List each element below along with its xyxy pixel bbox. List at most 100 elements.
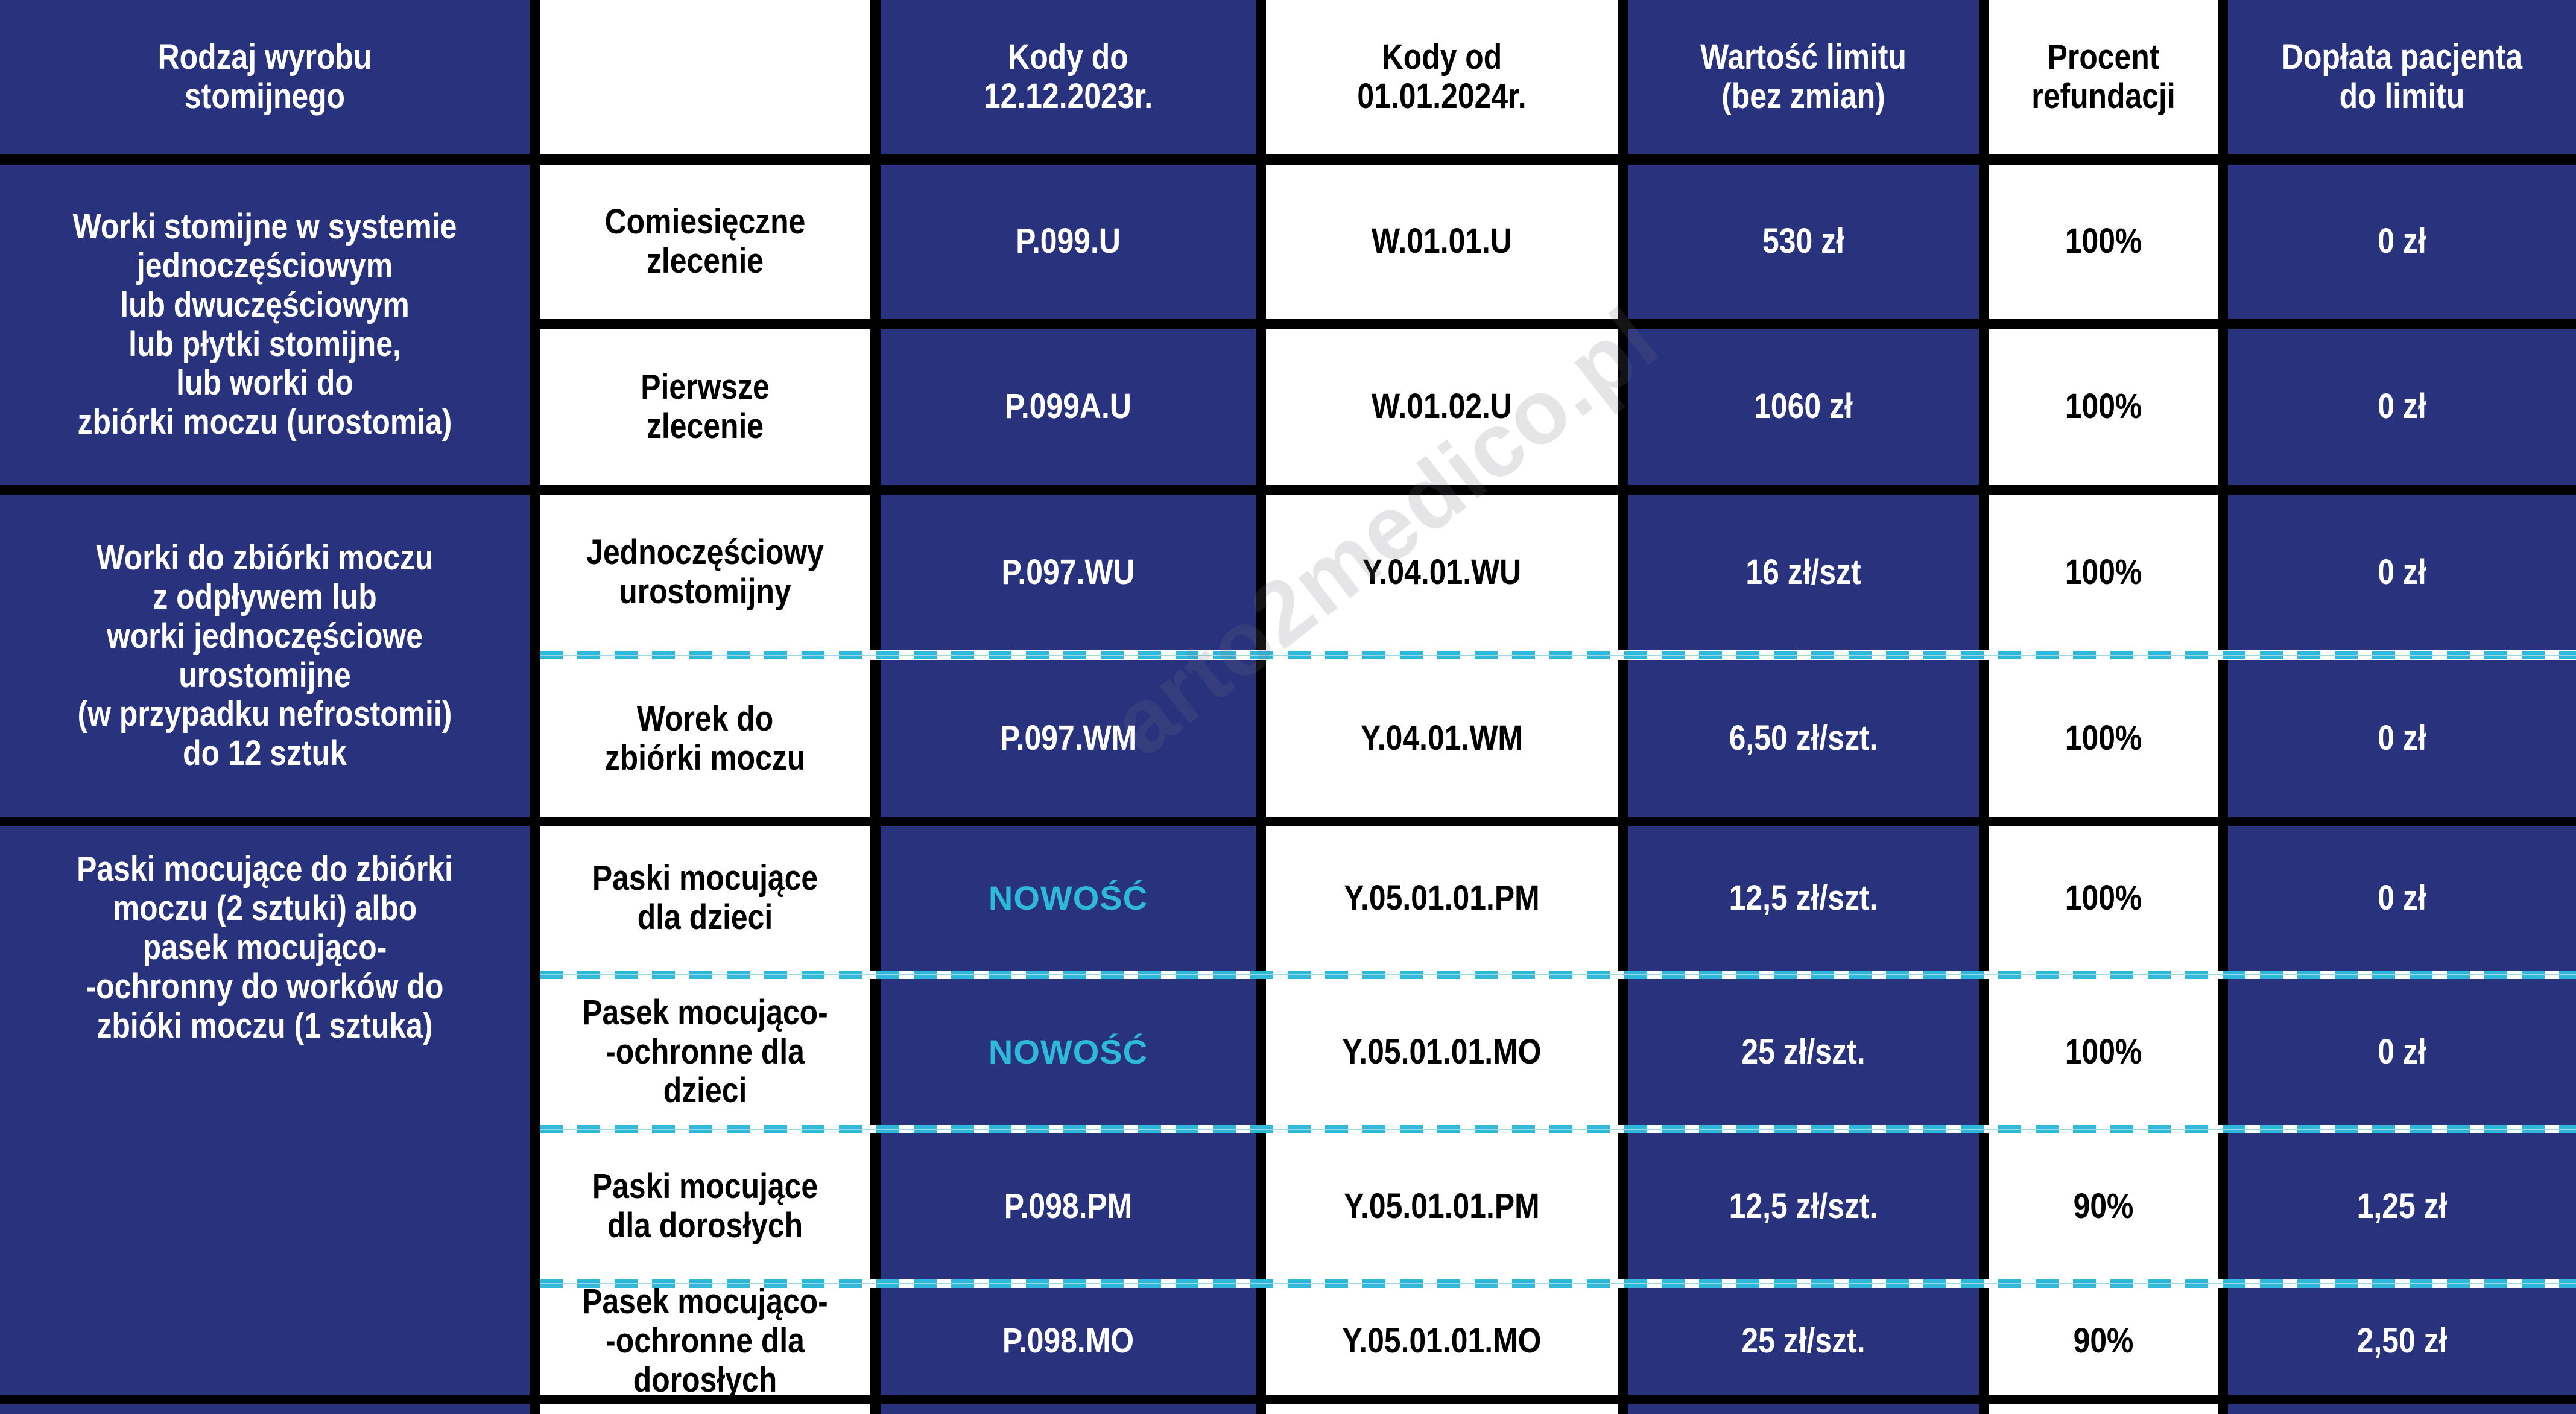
table-footer-cell: [0, 1404, 530, 1414]
table-row-limit: 16 zł/szt: [1628, 495, 1979, 650]
table-footer-cell: [540, 1404, 870, 1414]
table-row-surcharge: 0 zł: [2228, 660, 2576, 817]
grid-border-h: [0, 817, 2576, 826]
dashed-row-separator: [540, 971, 2576, 979]
table-row-percent: 100%: [1989, 826, 2218, 971]
grid-border-v: [1256, 495, 1266, 650]
grid-border-v: [530, 826, 540, 1395]
grid-border-v: [530, 495, 540, 817]
dashed-row-separator: [540, 1125, 2576, 1133]
table-row-code-new: W.01.02.U: [1266, 329, 1618, 485]
table-row-limit: 6,50 zł/szt.: [1628, 660, 1979, 817]
table-row-percent: 90%: [1989, 1288, 2218, 1395]
grid-border-v: [870, 165, 881, 319]
table-row-code-new: W.01.01.U: [1266, 165, 1618, 319]
grid-border-v: [1979, 329, 1989, 485]
grid-border-v: [870, 0, 881, 154]
dashed-row-separator: [540, 651, 2576, 659]
table-footer-cell: [2228, 1404, 2576, 1414]
table-row-percent: 100%: [1989, 165, 2218, 319]
table-row-surcharge: 0 zł: [2228, 979, 2576, 1125]
table-row-code-old: P.097.WU: [881, 495, 1256, 650]
header-codes-until: Kody do 12.12.2023r.: [881, 0, 1256, 154]
grid-border-v: [1979, 1133, 1989, 1279]
grid-border-h: [540, 319, 2576, 329]
header-limit-value: Wartość limitu (bez zmian): [1628, 0, 1979, 154]
grid-border-v: [870, 329, 881, 485]
table-row-surcharge: 0 zł: [2228, 329, 2576, 485]
table-row-code-new: Y.05.01.01.MO: [1266, 979, 1618, 1125]
grid-border-v: [870, 1133, 881, 1279]
grid-border-v: [2218, 1404, 2228, 1414]
row-group-product-type: Worki stomijne w systemie jednoczęściowy…: [0, 165, 530, 485]
grid-border-v: [870, 979, 881, 1125]
table-row-code-old: P.098.MO: [881, 1288, 1256, 1395]
grid-border-v: [1618, 826, 1628, 971]
grid-border-v: [1618, 660, 1628, 817]
grid-border-v: [2218, 979, 2228, 1125]
header-variant: [540, 0, 870, 154]
table-row-code-new: Y.04.01.WM: [1266, 660, 1618, 817]
grid-border-v: [2218, 329, 2228, 485]
table-row-code-old: P.097.WM: [881, 660, 1256, 817]
grid-border-v: [870, 1404, 881, 1414]
grid-border-v: [530, 0, 540, 154]
table-row-variant: Pierwsze zlecenie: [540, 329, 870, 485]
table-footer-cell: [881, 1404, 1256, 1414]
grid-border-v: [1979, 826, 1989, 971]
grid-border-v: [870, 826, 881, 971]
grid-border-v: [1618, 979, 1628, 1125]
table-row-variant: Jednoczęściowy urostomijny: [540, 495, 870, 650]
grid-border-v: [1618, 1288, 1628, 1395]
header-patient-surcharge: Dopłata pacjenta do limitu: [2228, 0, 2576, 154]
table-row-variant: Worek do zbiórki moczu: [540, 660, 870, 817]
table-row-code-old: P.098.PM: [881, 1133, 1256, 1279]
grid-border-v: [1618, 495, 1628, 650]
table-row-code-new: Y.05.01.01.PM: [1266, 1133, 1618, 1279]
table-row-code-new: Y.04.01.WU: [1266, 495, 1618, 650]
grid-border-v: [1256, 1288, 1266, 1395]
grid-border-v: [1979, 660, 1989, 817]
table-row-percent: 100%: [1989, 660, 2218, 817]
header-refund-percent: Procent refundacji: [1989, 0, 2218, 154]
table-row-variant: Pasek mocująco- -ochronne dla dorosłych: [540, 1288, 870, 1395]
table-row-badge-new: NOWOŚĆ: [881, 826, 1256, 971]
table-row-surcharge: 0 zł: [2228, 165, 2576, 319]
table-row-limit: 25 zł/szt.: [1628, 1288, 1979, 1395]
grid-border-h: [0, 1395, 2576, 1404]
table-row-code-old: P.099A.U: [881, 329, 1256, 485]
table-row-code-new: Y.05.01.01.MO: [1266, 1288, 1618, 1395]
grid-border-v: [1618, 329, 1628, 485]
row-group-product-type: Paski mocujące do zbiórki moczu (2 sztuk…: [0, 826, 530, 1395]
table-row-surcharge: 1,25 zł: [2228, 1133, 2576, 1279]
grid-border-v: [1979, 165, 1989, 319]
grid-border-v: [1256, 979, 1266, 1125]
header-codes-from: Kody od 01.01.2024r.: [1266, 0, 1618, 154]
grid-border-v: [870, 1288, 881, 1395]
table-row-code-new: Y.05.01.01.PM: [1266, 826, 1618, 971]
table-row-surcharge: 0 zł: [2228, 495, 2576, 650]
grid-border-v: [530, 1404, 540, 1414]
grid-border-v: [2218, 826, 2228, 971]
table-row-percent: 100%: [1989, 495, 2218, 650]
grid-border-v: [1256, 660, 1266, 817]
grid-border-h: [0, 154, 2576, 165]
grid-border-v: [1618, 1404, 1628, 1414]
grid-border-v: [1979, 1288, 1989, 1395]
row-group-product-type: Worki do zbiórki moczu z odpływem lub wo…: [0, 495, 530, 817]
table-row-surcharge: 2,50 zł: [2228, 1288, 2576, 1395]
grid-border-v: [1618, 165, 1628, 319]
table-row-limit: 25 zł/szt.: [1628, 979, 1979, 1125]
grid-border-v: [2218, 1288, 2228, 1395]
table-row-surcharge: 0 zł: [2228, 826, 2576, 971]
grid-border-v: [2218, 1133, 2228, 1279]
table-footer-cell: [1989, 1404, 2218, 1414]
table-row-variant: Paski mocujące dla dorosłych: [540, 1133, 870, 1279]
grid-border-v: [2218, 660, 2228, 817]
table-row-limit: 530 zł: [1628, 165, 1979, 319]
table-row-variant: Comiesięczne zlecenie: [540, 165, 870, 319]
grid-border-v: [1256, 165, 1266, 319]
grid-border-v: [1256, 329, 1266, 485]
grid-border-v: [870, 660, 881, 817]
table-footer-cell: [1628, 1404, 1979, 1414]
